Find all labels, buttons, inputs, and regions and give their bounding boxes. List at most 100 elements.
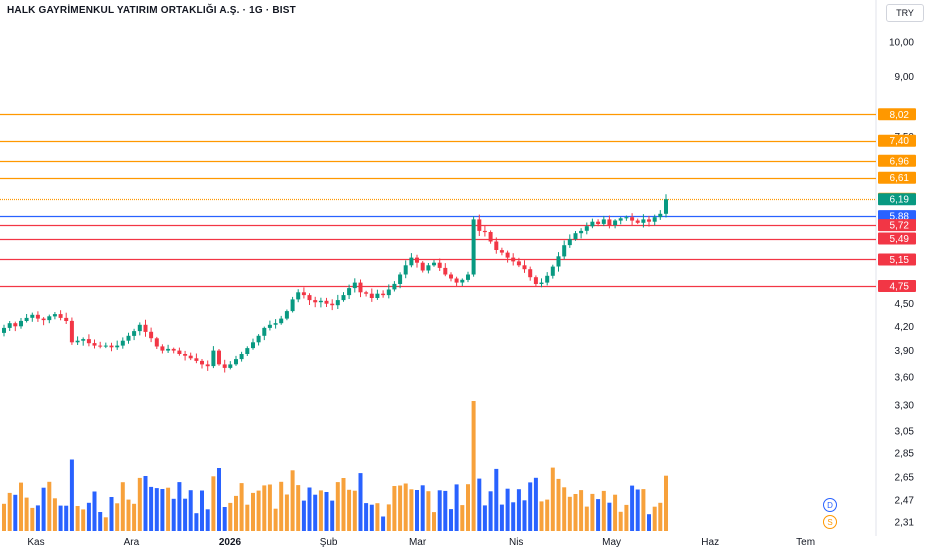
- time-axis[interactable]: Kas Ara 2026 Şub Mar Nis May Haz Tem: [27, 537, 815, 548]
- candle-body: [7, 323, 12, 328]
- volume-bar: [584, 506, 589, 531]
- price-axis-label: 9,00: [895, 72, 915, 83]
- price-axis[interactable]: 10,009,007,504,504,203,903,603,303,052,8…: [889, 38, 914, 529]
- volume-bar: [256, 490, 261, 531]
- candle-body: [584, 226, 589, 231]
- candle-body: [652, 217, 657, 222]
- candle-body: [392, 283, 397, 290]
- candle-body: [160, 346, 165, 351]
- volume-bar: [318, 490, 323, 531]
- volume-bar: [324, 492, 329, 531]
- volume-bar: [120, 482, 125, 531]
- volume-bar: [652, 506, 657, 531]
- candle-body: [120, 340, 125, 346]
- volume-bar: [613, 494, 618, 531]
- volume-bar: [477, 478, 482, 531]
- candle-body: [477, 219, 482, 231]
- volume-bar: [482, 505, 487, 531]
- currency-button[interactable]: TRY: [886, 4, 924, 22]
- volume-bar: [86, 502, 91, 531]
- level-price-labels: 8,027,406,966,616,205,885,725,495,154,75…: [878, 108, 916, 293]
- volume-bar: [228, 502, 233, 531]
- volume-bar: [505, 488, 510, 531]
- volume-bar: [550, 467, 555, 531]
- candle-body: [556, 256, 561, 267]
- candle-body: [330, 303, 335, 306]
- candle-body: [307, 295, 312, 301]
- candle-body: [137, 324, 142, 332]
- volume-bar: [2, 503, 6, 531]
- candle-body: [154, 338, 159, 347]
- candle-body: [279, 318, 284, 324]
- volume-bar: [641, 489, 646, 531]
- dividends-badge[interactable]: D: [823, 498, 837, 512]
- level-price-text: 8,02: [890, 110, 910, 121]
- volume-bar: [590, 493, 595, 531]
- candle-body: [403, 265, 408, 275]
- volume-bar: [369, 504, 374, 531]
- volume-bar: [601, 490, 606, 531]
- volume-bar: [234, 495, 238, 531]
- volume-bar: [516, 489, 521, 531]
- volume-bar: [273, 508, 278, 531]
- volume-bar: [30, 507, 35, 531]
- volume-bar: [160, 489, 165, 531]
- candle-body: [601, 219, 606, 224]
- candle-body: [369, 293, 374, 298]
- volume-bar: [262, 485, 267, 531]
- level-price-text: 4,75: [890, 282, 910, 293]
- volume-bar: [307, 487, 312, 531]
- candle-body: [550, 266, 555, 276]
- volume-bar: [217, 468, 221, 531]
- volume-bar: [432, 512, 436, 531]
- candle-body: [516, 261, 521, 266]
- candle-body: [426, 265, 431, 271]
- volume-bar: [154, 488, 159, 531]
- candle-body: [415, 257, 419, 263]
- volume-bar: [98, 512, 103, 531]
- price-axis-label: 2,85: [895, 449, 915, 460]
- candle-body: [222, 364, 227, 368]
- volume-bar: [522, 500, 527, 531]
- volume-bar: [103, 517, 108, 531]
- volume-bar: [35, 505, 40, 531]
- candle-body: [664, 199, 668, 214]
- candle-body: [528, 269, 533, 278]
- volume-bar: [341, 478, 346, 531]
- candle-body: [301, 292, 306, 296]
- candle-body: [596, 221, 601, 224]
- candle-body: [347, 288, 352, 296]
- volume-bar: [330, 500, 335, 531]
- candle-body: [92, 343, 97, 346]
- volume-bar: [335, 482, 340, 531]
- volume-bar: [596, 499, 601, 531]
- volume-bar: [664, 475, 668, 531]
- volume-bar: [499, 504, 504, 531]
- level-price-text: 6,61: [890, 173, 910, 184]
- volume-bar: [58, 505, 63, 531]
- volume-bar: [52, 498, 57, 531]
- price-axis-label: 2,31: [895, 518, 915, 529]
- candle-body: [143, 324, 148, 332]
- volume-bar: [205, 509, 210, 531]
- candle-body: [539, 282, 544, 284]
- volume-bar: [556, 478, 561, 531]
- candle-body: [284, 311, 289, 319]
- splits-badge[interactable]: S: [823, 515, 837, 529]
- candle-body: [256, 335, 261, 343]
- volume-bar: [437, 490, 442, 531]
- volume-bar: [75, 506, 80, 531]
- volume-bar: [245, 504, 250, 531]
- candle-body: [420, 262, 425, 271]
- candle-body: [641, 219, 646, 223]
- chart-title: HALK GAYRİMENKUL YATIRIM ORTAKLIĞI A.Ş. …: [7, 5, 296, 16]
- volume-bar: [426, 491, 431, 531]
- volume-bar: [398, 485, 403, 531]
- candle-body: [318, 300, 323, 303]
- candle-body: [341, 295, 346, 301]
- candle-body: [296, 292, 301, 300]
- candle-body: [273, 323, 278, 325]
- candle-body: [647, 219, 651, 222]
- candle-body: [364, 292, 369, 294]
